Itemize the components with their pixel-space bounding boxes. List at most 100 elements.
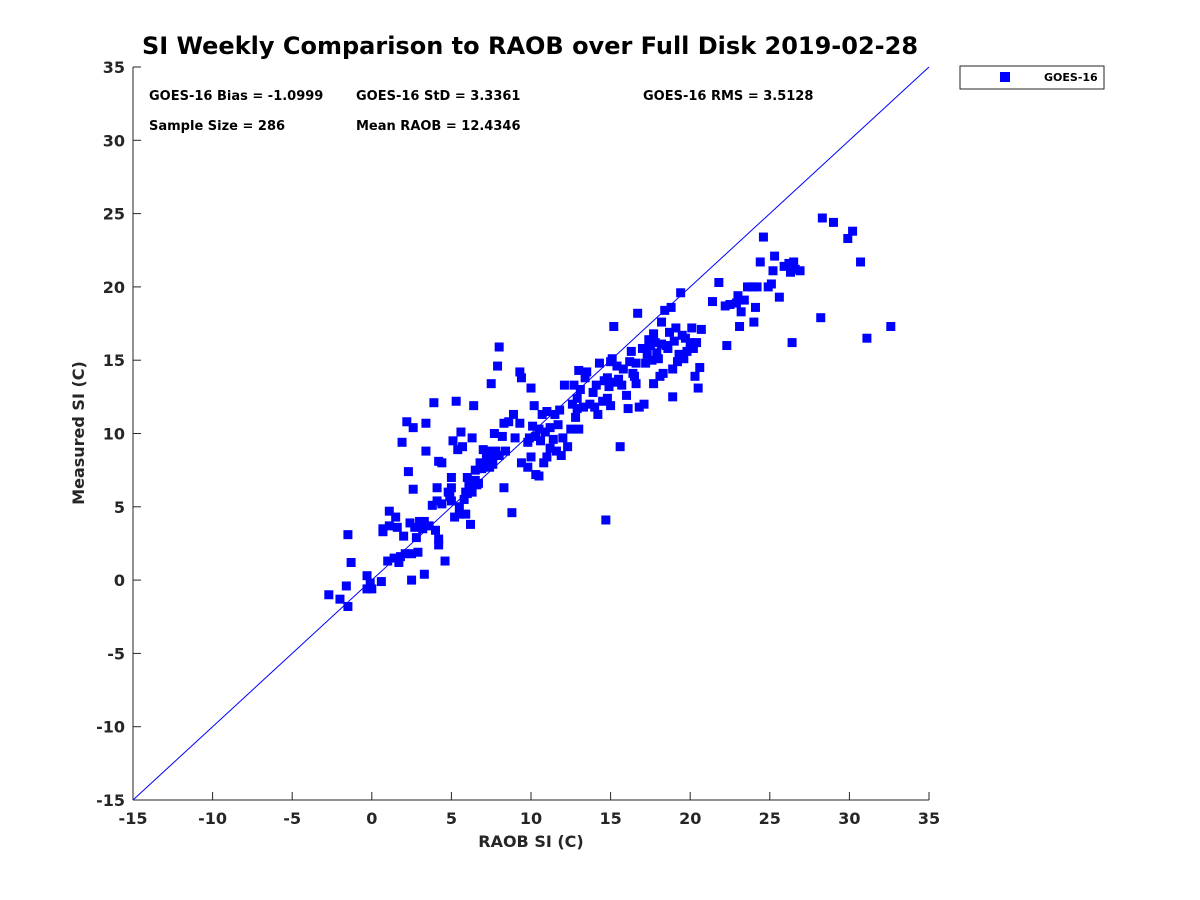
data-point <box>434 534 444 544</box>
data-point <box>816 313 826 323</box>
data-point <box>524 433 534 443</box>
x-tick-label: 20 <box>679 809 701 828</box>
data-point <box>649 379 659 389</box>
data-point <box>750 302 760 312</box>
data-point <box>462 472 472 482</box>
data-point <box>466 519 476 529</box>
data-points <box>324 213 896 611</box>
data-point <box>343 601 353 611</box>
data-point <box>451 396 461 406</box>
data-point <box>548 434 558 444</box>
data-point <box>421 446 431 456</box>
chart-title: SI Weekly Comparison to RAOB over Full D… <box>142 32 918 60</box>
data-point <box>494 342 504 352</box>
data-point <box>653 354 663 364</box>
data-point <box>481 453 491 463</box>
x-tick-label: 15 <box>599 809 621 828</box>
data-point <box>601 515 611 525</box>
data-point <box>497 431 507 441</box>
annotation-rms: GOES-16 RMS = 3.5128 <box>643 89 813 104</box>
data-point <box>424 521 434 531</box>
data-point <box>647 355 657 365</box>
data-point <box>362 571 372 581</box>
data-point <box>539 458 549 468</box>
data-point <box>446 483 456 493</box>
data-point <box>649 329 659 339</box>
y-tick-label: 20 <box>103 278 125 297</box>
data-point <box>550 409 560 419</box>
data-point <box>614 374 624 384</box>
data-point <box>418 524 428 534</box>
data-point <box>668 364 678 374</box>
data-point <box>679 354 689 364</box>
data-point <box>408 423 418 433</box>
data-point <box>579 402 589 412</box>
data-point <box>590 402 600 412</box>
data-point <box>462 489 472 499</box>
data-point <box>626 346 636 356</box>
data-point <box>752 282 762 292</box>
data-point <box>410 522 420 532</box>
data-point <box>644 335 654 345</box>
data-point <box>795 266 805 276</box>
data-point <box>574 424 584 434</box>
data-point <box>469 401 479 411</box>
annotation-sample-size: Sample Size = 286 <box>149 119 285 134</box>
data-point <box>489 429 499 438</box>
x-tick-label: 35 <box>918 809 940 828</box>
data-point <box>446 472 456 482</box>
data-point <box>508 409 518 419</box>
data-point <box>574 365 584 375</box>
x-tick-label: 5 <box>446 809 457 828</box>
data-point <box>652 348 662 358</box>
data-point <box>582 367 592 377</box>
data-point <box>335 594 345 604</box>
data-point <box>378 524 388 534</box>
data-point <box>642 349 652 359</box>
data-point <box>516 458 526 468</box>
data-point <box>440 556 450 566</box>
data-point <box>341 581 351 591</box>
data-point <box>450 512 460 522</box>
data-point <box>488 459 498 469</box>
data-point <box>575 385 585 395</box>
data-point <box>862 333 872 343</box>
plot-area: -15 -10 -5 0 5 10 15 20 25 30 35 -15 -10 -5 0 5 10 15 20 2… <box>96 58 940 828</box>
data-point <box>526 383 536 393</box>
data-point <box>612 361 622 371</box>
data-point <box>427 500 437 510</box>
data-point <box>606 401 616 411</box>
data-point <box>397 437 407 447</box>
data-point <box>407 575 417 585</box>
data-point <box>389 553 399 563</box>
data-point <box>394 558 404 568</box>
data-point <box>633 308 643 318</box>
data-point <box>594 358 604 368</box>
data-point <box>692 338 702 348</box>
data-point <box>731 298 741 308</box>
data-point <box>526 452 536 462</box>
data-point <box>402 417 412 427</box>
data-point <box>789 257 799 267</box>
data-point <box>483 446 493 456</box>
data-point <box>657 339 667 349</box>
data-point <box>615 442 625 452</box>
data-point <box>537 409 547 419</box>
data-point <box>672 357 682 367</box>
data-point <box>446 496 456 506</box>
data-point <box>604 382 614 392</box>
data-point <box>531 431 541 441</box>
data-point <box>516 373 526 383</box>
data-point <box>367 584 377 594</box>
data-point <box>365 578 375 588</box>
data-point <box>392 522 402 532</box>
data-point <box>676 288 686 298</box>
data-point <box>376 577 386 587</box>
data-point <box>429 398 439 408</box>
data-point <box>421 418 431 428</box>
data-point <box>464 481 474 491</box>
x-tick-label: -5 <box>283 809 301 828</box>
data-point <box>680 333 690 343</box>
x-tick-label: 30 <box>838 809 860 828</box>
x-axis-label: RAOB SI (C) <box>478 832 583 851</box>
